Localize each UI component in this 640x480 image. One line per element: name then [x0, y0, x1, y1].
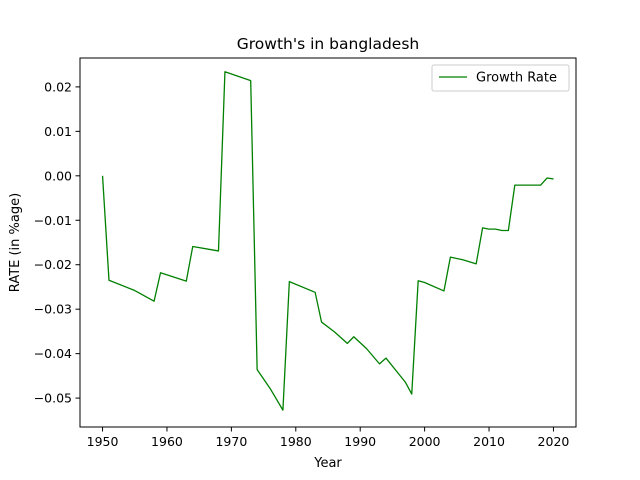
x-axis-ticks: 1950 1960 1970 1980 1990 2000 2010 2020 [87, 427, 570, 449]
x-tick-label: 1990 [344, 434, 376, 449]
plot-frame [79, 57, 577, 428]
x-axis-label: Year [313, 456, 342, 471]
legend-box [431, 64, 570, 92]
series-line-growth-rate [101, 71, 554, 411]
y-tick-label: −0.05 [34, 391, 72, 406]
y-tick-label: −0.02 [34, 257, 72, 272]
x-tick-label: 1960 [151, 434, 183, 449]
y-tick-label: −0.03 [34, 302, 72, 317]
y-tick-label: 0.00 [44, 168, 72, 183]
chart-title: Growth's in bangladesh [237, 35, 420, 53]
x-tick-label: 2010 [473, 434, 505, 449]
plot-data [101, 71, 554, 411]
y-tick-label: −0.04 [34, 346, 72, 361]
x-tick-label: 1950 [87, 434, 119, 449]
y-tick-label: −0.01 [34, 213, 72, 228]
x-tick-label: 1970 [215, 434, 247, 449]
x-tick-label: 2000 [409, 434, 441, 449]
y-tick-label: 0.01 [44, 124, 72, 139]
legend: Growth Rate [431, 64, 570, 92]
y-axis-label: RATE (in %age) [8, 193, 23, 292]
x-tick-label: 1980 [280, 434, 312, 449]
x-tick-label: 2020 [538, 434, 570, 449]
y-axis-ticks: 0.02 0.01 0.00 −0.01 −0.02 −0.03 −0.04 −0.05 [34, 79, 80, 406]
legend-label-growth-rate: Growth Rate [476, 71, 557, 86]
y-tick-label: 0.02 [44, 79, 72, 94]
